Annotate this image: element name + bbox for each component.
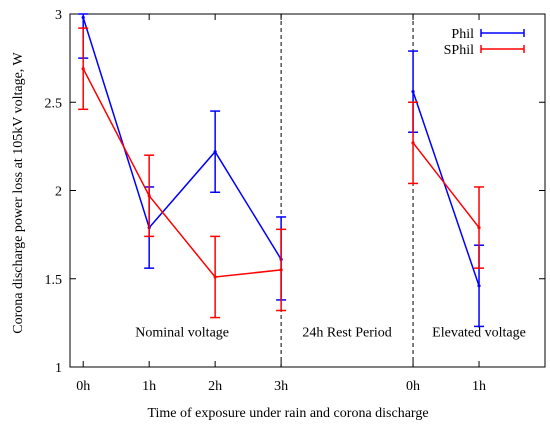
x-tick-label: 0h xyxy=(406,379,420,394)
series-line xyxy=(82,17,282,260)
x-tick-label: 1h xyxy=(472,379,486,394)
x-tick-label: 3h xyxy=(274,379,288,394)
legend-label: Phil xyxy=(451,27,474,42)
series-line xyxy=(82,68,282,278)
y-tick-label: 2 xyxy=(55,185,62,200)
y-axis-title: Corona discharge power loss at 105kV vol… xyxy=(11,51,26,333)
annotations: Nominal voltage 24h Rest Period Elevated v… xyxy=(135,326,526,341)
period-label: 24h Rest Period xyxy=(302,326,391,341)
period-label: Nominal voltage xyxy=(135,326,229,341)
y-tick-label: 2.5 xyxy=(45,96,63,111)
data-point xyxy=(411,90,415,94)
y-tick-label: 3 xyxy=(55,8,62,23)
y-axis: 1 1.5 2 2.5 3 xyxy=(45,8,545,376)
data-point xyxy=(477,284,481,288)
separators xyxy=(280,14,414,367)
x-axis: 0h 1h 2h 3h 0h 1h xyxy=(76,14,486,394)
data-point xyxy=(81,67,85,71)
series-line xyxy=(412,142,480,229)
data-point xyxy=(279,268,283,272)
data-point xyxy=(147,194,151,198)
x-tick-label: 1h xyxy=(142,379,156,394)
data-point xyxy=(81,15,85,20)
period-label: Elevated voltage xyxy=(432,326,526,341)
legend-label: SPhil xyxy=(444,43,474,58)
series-layer xyxy=(78,13,485,328)
x-tick-label: 2h xyxy=(208,379,222,394)
data-point xyxy=(213,275,217,279)
x-axis-title: Time of exposure under rain and corona d… xyxy=(147,406,428,421)
plot-border xyxy=(69,13,546,368)
y-tick-label: 1 xyxy=(55,361,62,376)
data-point xyxy=(411,141,415,145)
series-line xyxy=(412,91,480,287)
data-point xyxy=(477,225,481,230)
plot-frame xyxy=(69,13,546,368)
x-tick-label: 0h xyxy=(76,379,90,394)
data-point xyxy=(213,150,217,154)
series-sphil xyxy=(78,27,485,319)
y-tick-label: 1.5 xyxy=(45,273,63,288)
